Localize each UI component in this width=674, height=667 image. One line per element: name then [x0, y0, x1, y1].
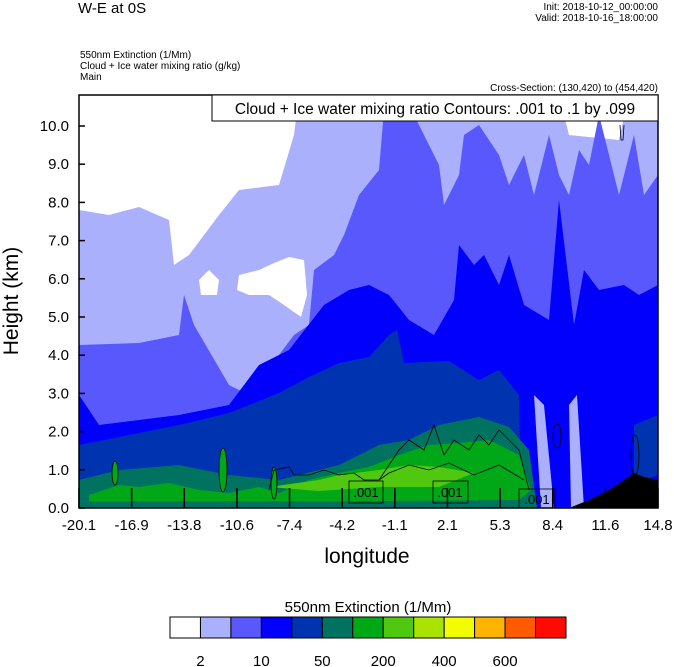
- x-tick-label: -4.2: [329, 517, 355, 534]
- colorbar-label: 400: [432, 653, 457, 667]
- x-tick-label: 2.1: [437, 517, 458, 534]
- valid-time: Valid: 2018-10-16_18:00:00: [535, 13, 658, 24]
- contour-label: .001: [432, 480, 469, 504]
- colorbar-label: 2: [196, 653, 204, 667]
- contour-info-box: Cloud + Ice water mixing ratio Contours:…: [211, 94, 659, 122]
- colorbar-swatch: [352, 616, 384, 639]
- colorbar-swatch: [474, 616, 506, 639]
- y-tick-label: 5.0: [48, 309, 69, 326]
- colorbar-swatch: [504, 616, 537, 639]
- cloud-ice-contours: [111, 124, 640, 500]
- x-tick-label: -13.8: [167, 517, 201, 534]
- y-tick-label: 1.0: [48, 462, 69, 479]
- colorbar-swatch: [443, 616, 476, 639]
- colorbar-swatch: [230, 616, 262, 639]
- terrain: [569, 473, 658, 508]
- colorbar-swatch: [535, 616, 567, 639]
- colorbar-swatch: [291, 616, 323, 639]
- x-tick-label: -10.6: [220, 517, 254, 534]
- layer-white-blob-2: [237, 257, 307, 317]
- layer-green-cell: [112, 461, 118, 485]
- plot-title: W-E at 0S: [78, 0, 147, 17]
- layer-lime: [269, 465, 474, 491]
- field-label-extinction: 550nm Extinction (1/Mm): [80, 50, 192, 61]
- contour-label-text: .001: [353, 485, 378, 500]
- extinction-field: .001 .001 .001: [78, 94, 659, 509]
- init-time: Init: 2018-10-12_00:00:00: [543, 2, 658, 13]
- y-tick-label: 8.0: [48, 194, 69, 211]
- field-label-cloud-ice: Cloud + Ice water mixing ratio (g/kg): [80, 61, 241, 72]
- x-tick-label: -7.4: [277, 517, 303, 534]
- colorbar-swatch: [169, 616, 201, 639]
- colorbar-swatch: [199, 616, 232, 639]
- x-tick-label: 8.4: [542, 517, 563, 534]
- colorbar-label: 50: [314, 653, 331, 667]
- field-label-main: Main: [80, 72, 102, 83]
- y-tick-label: 6.0: [48, 271, 69, 288]
- x-tick-label: -20.1: [62, 517, 96, 534]
- x-tick-label: 11.6: [591, 517, 619, 534]
- layer-white-blob-1: [199, 270, 219, 295]
- y-tick-label: 7.0: [48, 233, 69, 250]
- cross-section-label: Cross-Section: (130,420) to (454,420): [490, 83, 658, 94]
- y-axis-label: Height (km): [0, 247, 23, 356]
- colorbar-swatch: [321, 616, 354, 639]
- contour-label: .001: [348, 480, 384, 504]
- contour-label-text: .001: [437, 485, 462, 500]
- colorbar: 2 10 50 200 400 600: [169, 616, 567, 667]
- layer-lavender-streak: [534, 395, 554, 508]
- axes: 0.0 1.0 2.0 3.0 4.0 5.0 6.0 7.0 8.0 9.0 10.0 -20.1 -…: [40, 118, 673, 534]
- colorbar-label: 600: [493, 653, 518, 667]
- contour-label-text: .001: [524, 492, 549, 507]
- colorbar-label: 10: [253, 653, 270, 667]
- colorbar-title: 550nm Extinction (1/Mm): [285, 599, 452, 616]
- layer-dark-blue-right: [634, 415, 658, 485]
- y-tick-label: 2.0: [48, 424, 69, 441]
- colorbar-swatch: [260, 616, 293, 639]
- x-tick-label: 5.3: [490, 517, 511, 534]
- y-tick-label: 4.0: [48, 347, 69, 364]
- y-tick-label: 10.0: [40, 118, 69, 135]
- contour-label: .001: [518, 488, 556, 509]
- layer-green-cell: [219, 448, 227, 492]
- layer-lavender-streak-2: [569, 395, 584, 508]
- colorbar-label: 200: [371, 653, 396, 667]
- y-tick-label: 9.0: [48, 156, 69, 173]
- x-tick-label: -1.1: [382, 517, 408, 534]
- contour-info-text: Cloud + Ice water mixing ratio Contours:…: [235, 101, 635, 118]
- x-tick-label: -16.9: [115, 517, 149, 534]
- colorbar-swatch: [382, 616, 415, 639]
- y-tick-label: 0.0: [48, 500, 69, 517]
- x-axis-label: longitude: [324, 545, 409, 568]
- y-tick-label: 3.0: [48, 385, 69, 402]
- colorbar-swatch: [413, 616, 445, 639]
- x-tick-label: 14.8: [643, 517, 672, 534]
